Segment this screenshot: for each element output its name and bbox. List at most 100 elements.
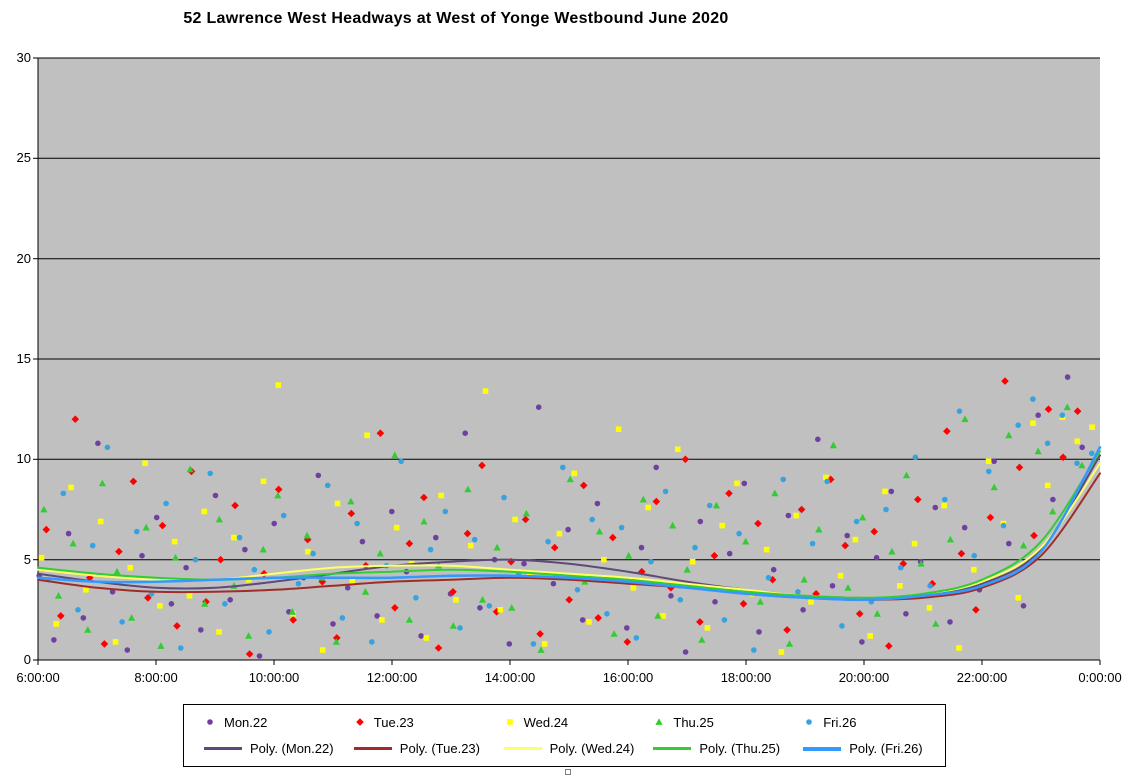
data-point xyxy=(420,517,428,525)
data-point xyxy=(477,605,483,611)
data-point xyxy=(280,512,287,519)
data-point xyxy=(521,515,530,524)
legend-label: Poly. (Mon.22) xyxy=(250,741,334,757)
data-point xyxy=(51,637,57,643)
scatter-series-Thu.25 xyxy=(40,403,1086,653)
data-point xyxy=(770,566,777,573)
data-point xyxy=(354,520,360,527)
data-point xyxy=(675,446,681,453)
data-point xyxy=(633,635,640,641)
tue-marker-icon xyxy=(354,716,366,728)
data-point xyxy=(683,565,691,573)
data-point xyxy=(288,608,296,615)
data-point xyxy=(783,626,791,634)
y-tick-label: 10 xyxy=(16,451,31,467)
poly-fri-line-icon xyxy=(803,746,842,751)
data-point xyxy=(173,622,181,630)
data-point xyxy=(418,633,424,639)
data-point xyxy=(552,571,560,579)
data-point xyxy=(873,610,881,617)
data-point xyxy=(971,566,977,573)
data-point xyxy=(873,554,880,561)
data-point xyxy=(198,627,204,633)
data-point xyxy=(334,500,341,507)
data-point xyxy=(231,534,237,541)
data-point xyxy=(231,501,239,510)
data-point xyxy=(453,597,459,603)
data-point xyxy=(115,547,123,556)
data-point xyxy=(946,535,954,543)
data-point xyxy=(1089,424,1095,430)
data-point xyxy=(545,538,551,545)
data-point xyxy=(442,508,449,515)
legend-marker-shape xyxy=(806,719,812,726)
data-point xyxy=(638,544,645,551)
data-point xyxy=(550,580,557,587)
data-point xyxy=(870,527,878,536)
data-point xyxy=(71,415,80,423)
data-point xyxy=(158,521,167,530)
data-point xyxy=(581,577,589,585)
data-point xyxy=(319,647,326,653)
data-point xyxy=(95,440,101,447)
data-point xyxy=(521,560,527,567)
legend: Mon.22 Tue.23 Wed.24 Thu.25 Fri.26 xyxy=(183,704,946,767)
data-point xyxy=(956,408,963,415)
data-point xyxy=(1020,603,1027,609)
data-point xyxy=(142,460,148,467)
data-point xyxy=(859,639,865,645)
data-point xyxy=(389,508,395,515)
legend-marker-shape xyxy=(655,718,663,726)
data-point xyxy=(339,615,346,621)
data-point xyxy=(153,514,160,521)
data-point xyxy=(867,633,873,639)
data-point xyxy=(698,636,706,643)
data-point xyxy=(408,560,415,567)
data-point xyxy=(574,587,581,593)
x-tick-label: 14:00:00 xyxy=(484,670,536,685)
data-point xyxy=(956,645,962,651)
data-point xyxy=(1000,522,1007,529)
data-point xyxy=(739,600,748,608)
data-point xyxy=(888,547,896,555)
data-point xyxy=(186,465,194,473)
data-point xyxy=(1064,374,1071,380)
data-point xyxy=(594,614,602,622)
data-point xyxy=(957,549,966,558)
data-point xyxy=(566,475,574,483)
data-point xyxy=(990,483,998,491)
data-point xyxy=(236,534,243,541)
data-point xyxy=(630,585,637,591)
data-point xyxy=(604,611,610,617)
data-point xyxy=(885,642,893,650)
data-point xyxy=(109,589,116,595)
data-point xyxy=(274,485,283,494)
mon-marker-icon xyxy=(204,716,216,728)
data-point xyxy=(89,542,96,549)
data-point xyxy=(826,475,835,484)
data-point xyxy=(391,451,399,459)
poly-wed-line-icon xyxy=(503,747,542,751)
data-point xyxy=(654,612,662,619)
legend-label: Mon.22 xyxy=(224,714,268,730)
poly-tue-line-icon xyxy=(353,747,392,751)
data-point xyxy=(710,551,719,560)
legend-label: Poly. (Fri.26) xyxy=(849,741,923,757)
y-tick-label: 30 xyxy=(16,50,31,65)
data-point xyxy=(943,427,951,435)
data-point xyxy=(256,653,263,659)
data-point xyxy=(1015,595,1021,601)
data-point xyxy=(976,587,983,593)
legend-label: Poly. (Thu.25) xyxy=(699,741,781,757)
data-point xyxy=(38,554,45,561)
data-point xyxy=(303,531,311,539)
data-point xyxy=(868,599,875,605)
data-point xyxy=(68,484,74,491)
data-point xyxy=(609,576,615,583)
data-point xyxy=(45,576,52,583)
y-tick-label: 5 xyxy=(23,551,31,567)
data-point xyxy=(54,592,63,599)
data-point xyxy=(157,642,165,649)
data-point xyxy=(565,596,573,604)
